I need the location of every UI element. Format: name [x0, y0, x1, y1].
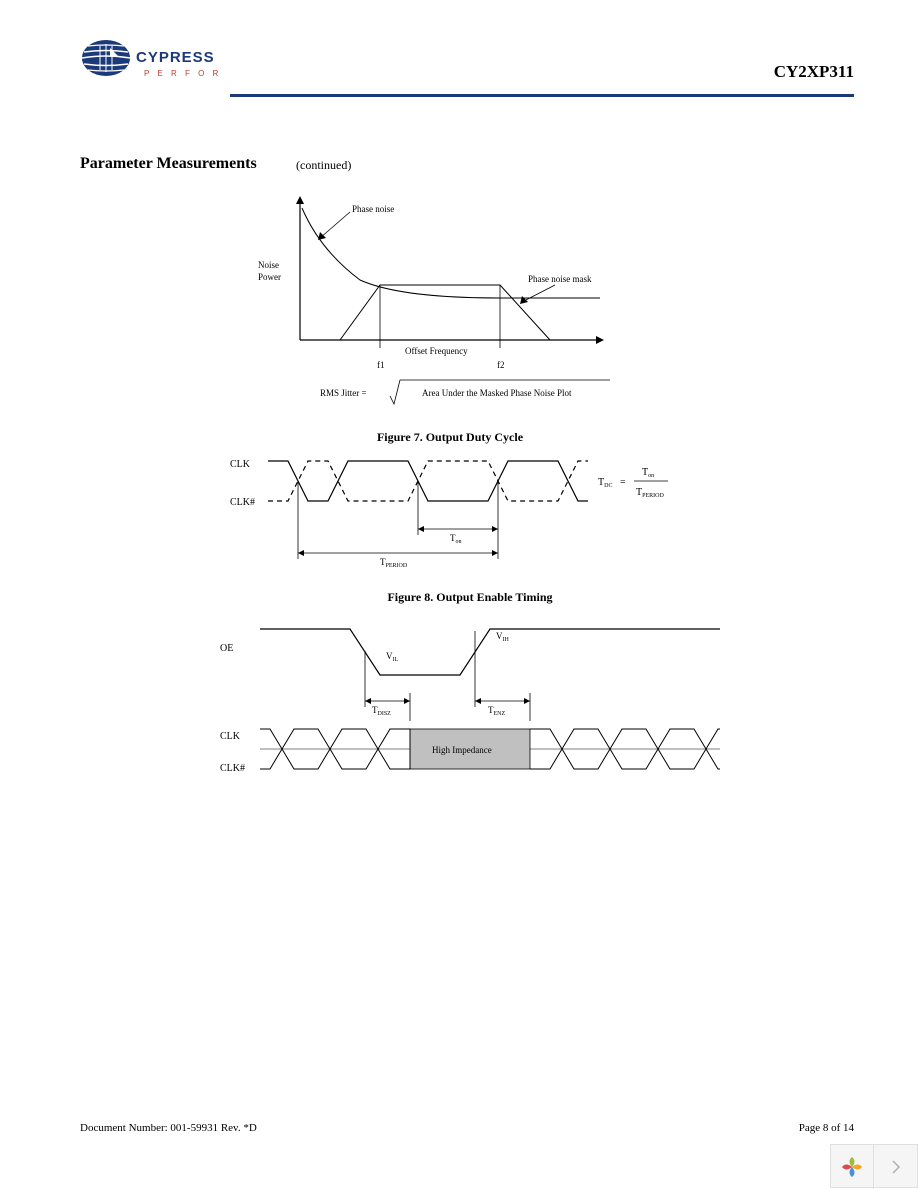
figure8: Figure 8. Output Enable Timing OE VIL VI… — [210, 590, 730, 781]
footer-doc-number: Document Number: 001-59931 Rev. *D — [80, 1122, 257, 1134]
figure8-caption: Figure 8. Output Enable Timing — [210, 590, 730, 605]
header-rule — [230, 94, 854, 97]
svg-text:Phase noise mask: Phase noise mask — [528, 274, 592, 284]
svg-text:OE: OE — [220, 643, 233, 654]
svg-text:VIH: VIH — [496, 631, 509, 643]
svg-text:CLK#: CLK# — [220, 763, 245, 774]
svg-text:TPERIOD: TPERIOD — [636, 487, 664, 499]
svg-text:RMS Jitter =: RMS Jitter = — [320, 388, 367, 398]
svg-text:Ton: Ton — [450, 533, 462, 545]
page: CYPRESS P E R F O R M CY2XP311 Parameter… — [0, 0, 918, 1188]
figure8-diagram: OE VIL VIH TDISZ TENZ CLK CLK# — [210, 611, 730, 781]
chevron-right-icon — [891, 1160, 901, 1174]
footer-page: Page 8 of 14 — [799, 1122, 854, 1134]
continued-label: (continued) — [296, 158, 351, 173]
svg-text:Power: Power — [258, 272, 281, 282]
svg-text:CYPRESS: CYPRESS — [136, 49, 215, 66]
page-header: CYPRESS P E R F O R M CY2XP311 — [80, 36, 854, 92]
part-number: CY2XP311 — [774, 62, 854, 82]
svg-text:CLK#: CLK# — [230, 497, 255, 508]
svg-text:VIL: VIL — [386, 651, 398, 663]
svg-text:CLK: CLK — [220, 731, 241, 742]
svg-text:P E R F O R M: P E R F O R M — [144, 69, 220, 78]
section-title: Parameter Measurements — [80, 155, 257, 173]
svg-text:Phase noise: Phase noise — [352, 204, 394, 214]
svg-text:Ton: Ton — [642, 467, 654, 479]
widget-logo-icon[interactable] — [831, 1145, 874, 1189]
svg-text:f2: f2 — [497, 360, 505, 370]
svg-text:f1: f1 — [377, 360, 385, 370]
figure7-caption: Figure 7. Output Duty Cycle — [230, 430, 670, 445]
svg-text:TPERIOD: TPERIOD — [380, 557, 408, 569]
svg-text:High Impedance: High Impedance — [432, 745, 492, 755]
svg-text:TDC: TDC — [598, 477, 612, 489]
svg-text:CLK: CLK — [230, 459, 251, 470]
figure-phase-noise: Phase noise Phase noise mask Noise Power… — [250, 190, 620, 410]
svg-text:Area Under the Masked Phase No: Area Under the Masked Phase Noise Plot — [422, 388, 572, 398]
figure7-diagram: CLK CLK# Ton TPERIOD TDC = Ton TPERIOD — [230, 451, 670, 581]
svg-text:TENZ: TENZ — [488, 705, 505, 717]
figure7: Figure 7. Output Duty Cycle CLK CLK# Ton… — [230, 430, 670, 581]
svg-text:Noise: Noise — [258, 260, 279, 270]
svg-text:TDISZ: TDISZ — [372, 705, 391, 717]
viewer-widget — [830, 1144, 918, 1188]
widget-next-button[interactable] — [874, 1145, 917, 1189]
svg-text:=: = — [620, 477, 626, 488]
cypress-logo: CYPRESS P E R F O R M — [80, 36, 220, 84]
svg-text:Offset Frequency: Offset Frequency — [405, 346, 468, 356]
